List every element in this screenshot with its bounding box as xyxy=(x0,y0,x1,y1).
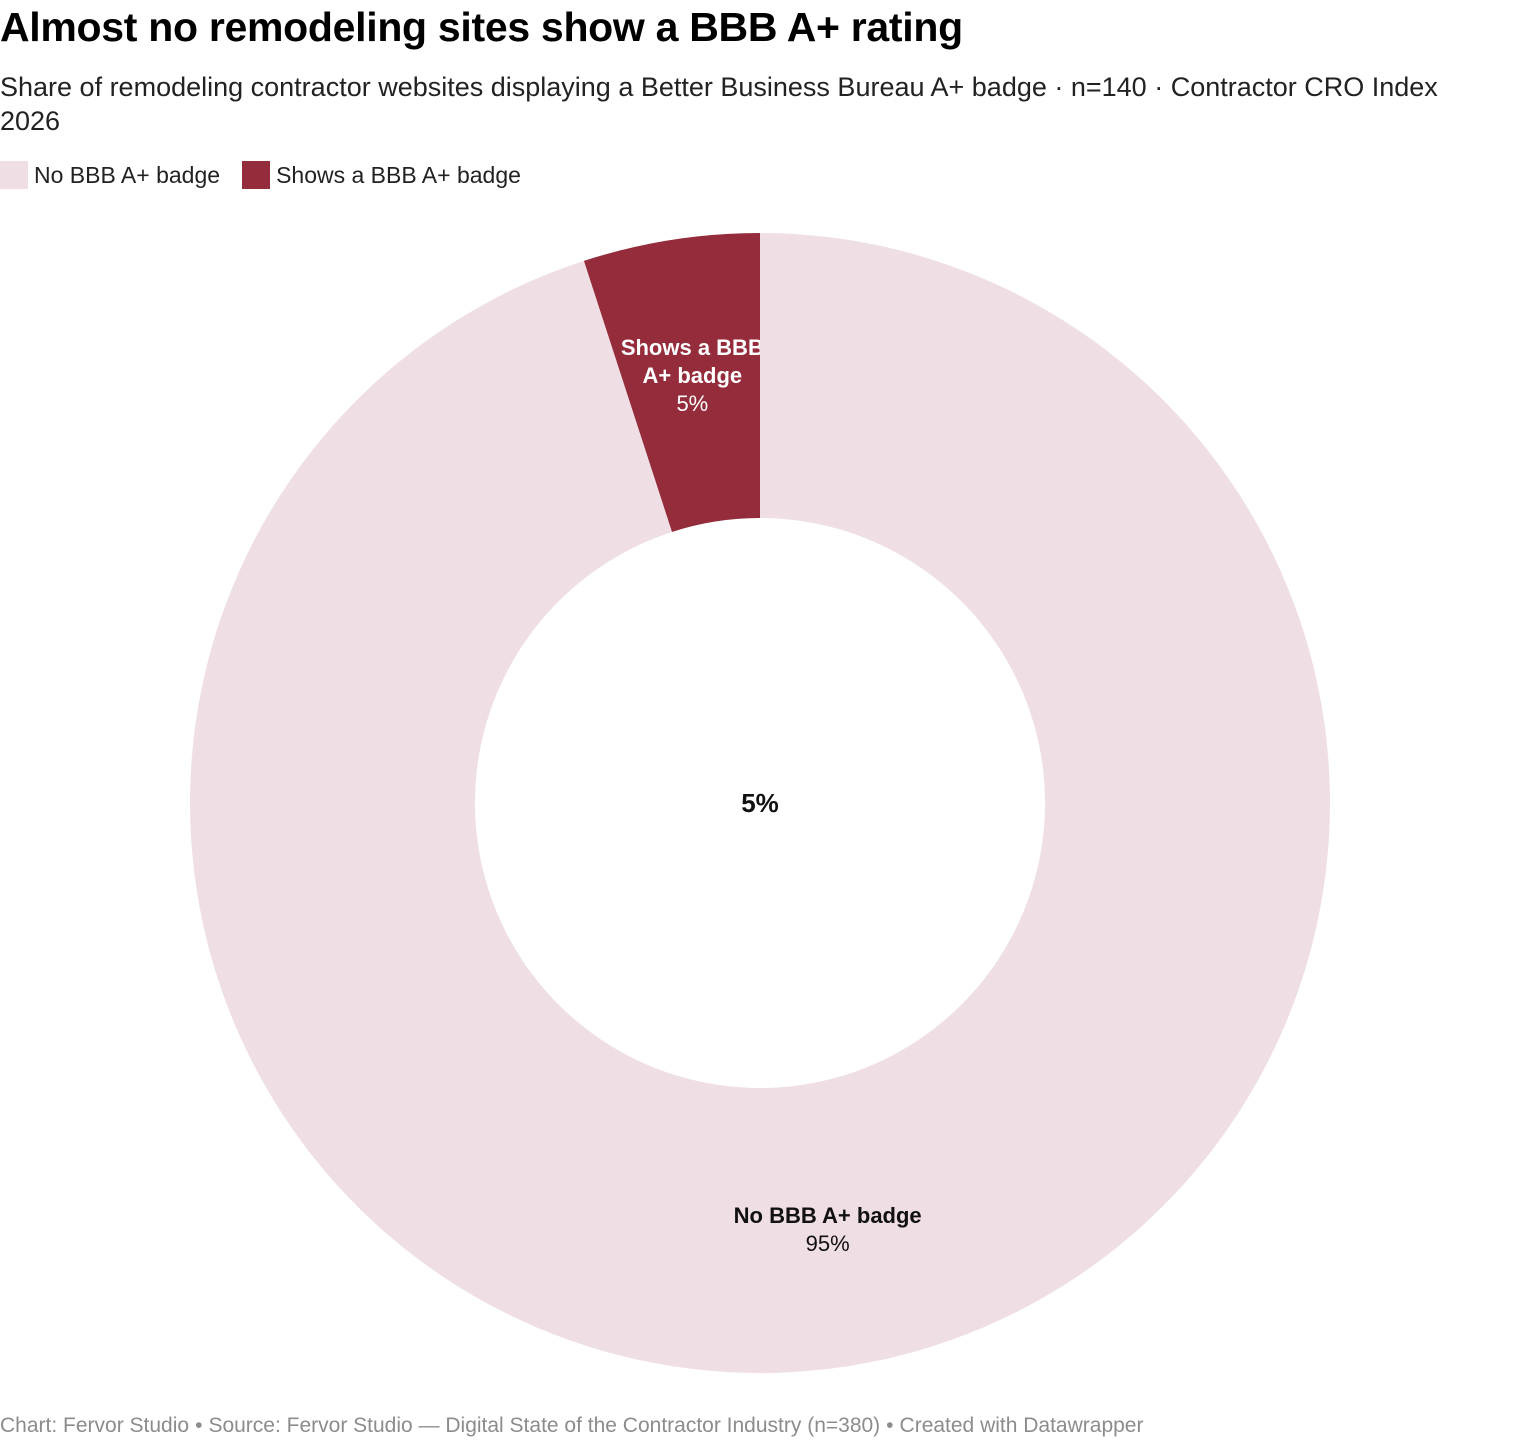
donut-center-label: 5% xyxy=(741,788,779,818)
legend-label-shows-badge: Shows a BBB A+ badge xyxy=(276,162,521,188)
slice-label-text: A+ badge xyxy=(643,363,743,388)
legend-swatch-shows-badge xyxy=(242,161,271,189)
footer: Chart: Fervor Studio • Source: Fervor Stud… xyxy=(0,1412,1510,1440)
chart-subtitle: Share of remodeling contractor websites … xyxy=(0,72,1438,136)
slice-label-text: No BBB A+ badge xyxy=(734,1203,922,1228)
donut-chart: Shows a BBB A+ badge 5% No BBB A+ badge 95% 5… xyxy=(189,233,1331,1374)
footer-chart-credit: Chart: Fervor Studio xyxy=(0,1414,190,1437)
legend-swatch-no-badge xyxy=(0,161,28,189)
donut-slice-shows-badge xyxy=(583,233,760,532)
footer-separator: • xyxy=(886,1414,894,1437)
footer-separator: • xyxy=(195,1414,203,1437)
slice-value-label: 95% xyxy=(806,1231,850,1256)
slice-label-text: Shows a BBB xyxy=(621,335,764,360)
legend: No BBB A+ badge Shows a BBB A+ badge xyxy=(0,160,543,190)
footer-source: Source: Fervor Studio — Digital State of… xyxy=(208,1414,881,1437)
legend-item-shows-badge: Shows a BBB A+ badge xyxy=(242,160,521,190)
slice-value-label: 5% xyxy=(676,391,708,416)
footer-created-with: Created with Datawrapper xyxy=(899,1414,1144,1437)
slice-label-no-badge: No BBB A+ badge 95% xyxy=(734,1203,922,1256)
slice-label-shows-badge: Shows a BBB A+ badge 5% xyxy=(621,335,764,416)
chart-title: Almost no remodeling sites show a BBB A+… xyxy=(0,4,963,50)
legend-label-no-badge: No BBB A+ badge xyxy=(34,162,221,188)
legend-item-no-badge: No BBB A+ badge xyxy=(0,160,220,190)
donut-slice-no-badge xyxy=(189,233,1331,1374)
